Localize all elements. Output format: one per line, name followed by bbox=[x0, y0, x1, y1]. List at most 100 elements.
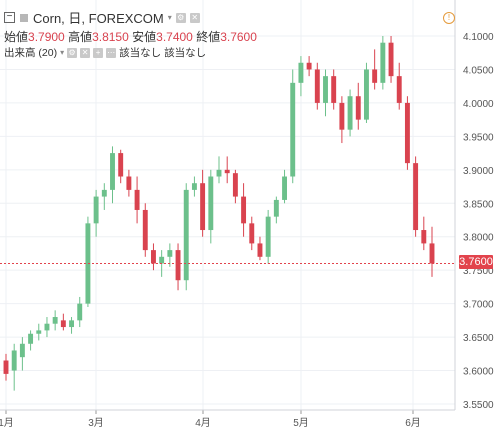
y-tick-label: 3.6500 bbox=[463, 333, 494, 344]
candle-body bbox=[142, 209, 148, 251]
candle-body bbox=[273, 199, 279, 217]
volume-na-1: 該当なし bbox=[119, 47, 162, 59]
y-tick-label: 4.0500 bbox=[463, 65, 494, 76]
candle-body bbox=[60, 320, 66, 328]
collapse-icon[interactable]: − bbox=[4, 12, 15, 23]
candle-body bbox=[413, 163, 419, 231]
candle-body bbox=[3, 360, 9, 374]
chevron-down-icon[interactable]: ▾ bbox=[60, 48, 65, 57]
y-tick-label: 3.9500 bbox=[463, 132, 494, 143]
low-label: 安値 bbox=[132, 30, 157, 44]
open-value: 3.7900 bbox=[28, 30, 65, 44]
x-axis: 1月 3月 4月 5月 6月 bbox=[0, 409, 455, 429]
volume-label: 出来高 (20) bbox=[4, 47, 58, 59]
y-tick-label: 3.7000 bbox=[463, 300, 494, 311]
candle-body bbox=[290, 82, 296, 177]
candle-body bbox=[339, 102, 345, 130]
candle-body bbox=[421, 230, 427, 244]
symbol-color-icon bbox=[20, 13, 28, 22]
y-tick-label: 3.8000 bbox=[463, 233, 494, 244]
candle-body bbox=[175, 250, 181, 281]
alert-icon[interactable]: ! bbox=[443, 12, 455, 24]
candle-body bbox=[347, 96, 353, 130]
candle-body bbox=[241, 196, 247, 224]
volume-legend: 出来高 (20) ▾ ⚙ ✕ + ⋯ 該当なし 該当なし bbox=[4, 45, 206, 60]
x-tick-label: 3月 bbox=[88, 417, 104, 429]
candle-body bbox=[200, 183, 206, 231]
candle-body bbox=[134, 189, 140, 210]
y-tick-label: 3.7500 bbox=[463, 266, 494, 277]
candle-body bbox=[224, 169, 230, 174]
candle-body bbox=[282, 176, 287, 200]
symbol-title: Corn, 日, FOREXCOM bbox=[33, 11, 164, 26]
candle-body bbox=[216, 169, 222, 177]
remove-icon[interactable]: ✕ bbox=[189, 12, 200, 23]
candle-body bbox=[355, 96, 361, 120]
candle-group bbox=[3, 36, 435, 391]
candle-body bbox=[323, 76, 328, 103]
candle-body bbox=[404, 102, 410, 164]
candle-body bbox=[93, 196, 99, 224]
candle-body bbox=[249, 223, 255, 244]
more-icon[interactable]: ⋯ bbox=[106, 47, 117, 58]
candle-body bbox=[183, 189, 189, 281]
close-value: 3.7600 bbox=[220, 30, 257, 44]
candle-body bbox=[372, 69, 378, 83]
legend-title-row: − Corn, 日, FOREXCOM ▾ ⚙ ✕ bbox=[4, 8, 200, 27]
candle-body bbox=[19, 343, 25, 358]
candle-body bbox=[151, 250, 156, 264]
settings-icon[interactable]: ⚙ bbox=[67, 47, 78, 58]
y-tick-label: 4.0000 bbox=[463, 99, 494, 110]
last-price-tag: 3.7600 bbox=[459, 255, 493, 269]
volume-na-2: 該当なし bbox=[164, 47, 207, 59]
y-tick-label: 3.5500 bbox=[463, 400, 494, 411]
candle-body bbox=[11, 350, 17, 371]
candle-body bbox=[306, 62, 312, 70]
x-tick-label: 4月 bbox=[195, 417, 211, 429]
candle-body bbox=[265, 216, 271, 257]
candle-body bbox=[364, 69, 369, 120]
remove-icon[interactable]: ✕ bbox=[80, 47, 91, 58]
high-label: 高値 bbox=[68, 30, 93, 44]
settings-icon[interactable]: ⚙ bbox=[175, 12, 186, 23]
candle-body bbox=[44, 323, 50, 331]
candle-body bbox=[257, 243, 263, 257]
chevron-down-icon[interactable]: ▾ bbox=[167, 13, 172, 22]
candle-body bbox=[101, 189, 107, 197]
candle-body bbox=[331, 76, 337, 103]
candle-body bbox=[77, 303, 83, 321]
candle-body bbox=[388, 42, 394, 77]
high-value: 3.8150 bbox=[92, 30, 129, 44]
candle-body bbox=[167, 250, 173, 257]
candle-body bbox=[85, 223, 91, 304]
candle-body bbox=[380, 42, 386, 83]
candle-body bbox=[429, 243, 435, 264]
y-tick-label: 4.1000 bbox=[463, 32, 494, 43]
candle-body bbox=[298, 62, 304, 83]
candle-body bbox=[232, 173, 238, 197]
candle-body bbox=[36, 330, 42, 334]
ohlc-legend: 始値3.7900 高値3.8150 安値3.7400 終値3.7600 bbox=[4, 28, 257, 45]
y-tick-label: 3.8500 bbox=[463, 199, 494, 210]
x-tick-label: 6月 bbox=[405, 417, 421, 429]
add-icon[interactable]: + bbox=[93, 47, 104, 58]
y-tick-label: 3.6000 bbox=[463, 367, 494, 378]
candle-body bbox=[314, 69, 320, 103]
y-tick-label: 3.9000 bbox=[463, 166, 494, 177]
candle-body bbox=[110, 153, 115, 190]
candle-body bbox=[208, 176, 214, 231]
candle-body bbox=[52, 317, 58, 324]
x-tick-label: 5月 bbox=[293, 417, 309, 429]
close-label: 終値 bbox=[196, 30, 221, 44]
candle-body bbox=[28, 333, 34, 344]
chart-grid bbox=[0, 0, 455, 410]
low-value: 3.7400 bbox=[156, 30, 193, 44]
y-axis: 4.1000 4.0500 4.0000 3.9500 3.9000 3.8500 3.80… bbox=[454, 0, 494, 411]
candle-body bbox=[396, 76, 402, 103]
candle-body bbox=[126, 176, 132, 190]
x-tick-label: 1月 bbox=[0, 417, 14, 429]
candle-body bbox=[69, 320, 74, 328]
candle-body bbox=[191, 183, 197, 190]
candle-body bbox=[159, 256, 165, 264]
